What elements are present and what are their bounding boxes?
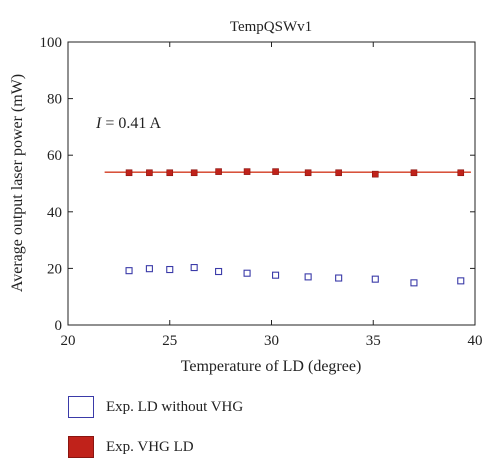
point-ld-without-vhg [166, 265, 174, 274]
point-vhg-ld [125, 169, 133, 177]
point-vhg-ld [166, 169, 174, 177]
y-axis-label: Average output laser power (mW) [9, 74, 26, 292]
point-vhg-ld [190, 169, 198, 177]
point-ld-without-vhg [457, 277, 465, 285]
legend-item-ld-without-vhg: Exp. LD without VHG [68, 392, 243, 422]
legend-item-vhg-ld: Exp. VHG LD [68, 432, 243, 462]
point-vhg-ld [215, 168, 222, 175]
annotation-value: = 0.41 A [101, 115, 161, 132]
point-vhg-ld [304, 169, 312, 177]
x-axis-label: Temperature of LD (degree) [181, 358, 362, 375]
point-ld-without-vhg [335, 274, 343, 282]
x-tick-label: 30 [264, 333, 279, 349]
point-vhg-ld [371, 170, 379, 178]
legend-label: Exp. LD without VHG [106, 398, 244, 415]
current-annotation: I = 0.41 A [95, 115, 161, 132]
point-ld-without-vhg [215, 267, 223, 276]
point-ld-without-vhg [145, 265, 153, 273]
point-vhg-ld [272, 168, 279, 175]
legend-label: Exp. VHG LD [106, 438, 194, 455]
point-ld-without-vhg [410, 279, 418, 287]
chart-title: TempQSWv1 [230, 19, 312, 35]
point-vhg-ld [146, 169, 153, 177]
x-tick-label: 35 [366, 333, 381, 349]
legend: Exp. LD without VHG Exp. VHG LD [68, 392, 243, 472]
point-ld-without-vhg [190, 264, 198, 272]
point-vhg-ld [410, 169, 418, 177]
point-ld-without-vhg [125, 267, 133, 275]
data-points [125, 168, 465, 287]
x-tick-label: 40 [468, 333, 483, 349]
legend-swatch-filled [68, 436, 94, 458]
point-ld-without-vhg [371, 275, 379, 283]
point-ld-without-vhg [243, 269, 251, 277]
point-ld-without-vhg [272, 271, 280, 279]
point-vhg-ld [457, 169, 465, 177]
y-tick-label: 80 [47, 92, 62, 108]
point-vhg-ld [243, 168, 251, 175]
legend-swatch-open [68, 396, 94, 418]
y-tick-label: 0 [55, 318, 63, 334]
x-tick-label: 25 [162, 333, 177, 349]
y-tick-label: 20 [47, 261, 62, 277]
y-tick-label: 40 [47, 205, 62, 221]
point-vhg-ld [335, 169, 342, 177]
x-tick-label: 20 [61, 333, 76, 349]
y-tick-label: 100 [40, 35, 63, 51]
point-ld-without-vhg [304, 273, 312, 281]
annotation-prefix: I [95, 115, 102, 132]
y-tick-label: 60 [47, 148, 62, 164]
